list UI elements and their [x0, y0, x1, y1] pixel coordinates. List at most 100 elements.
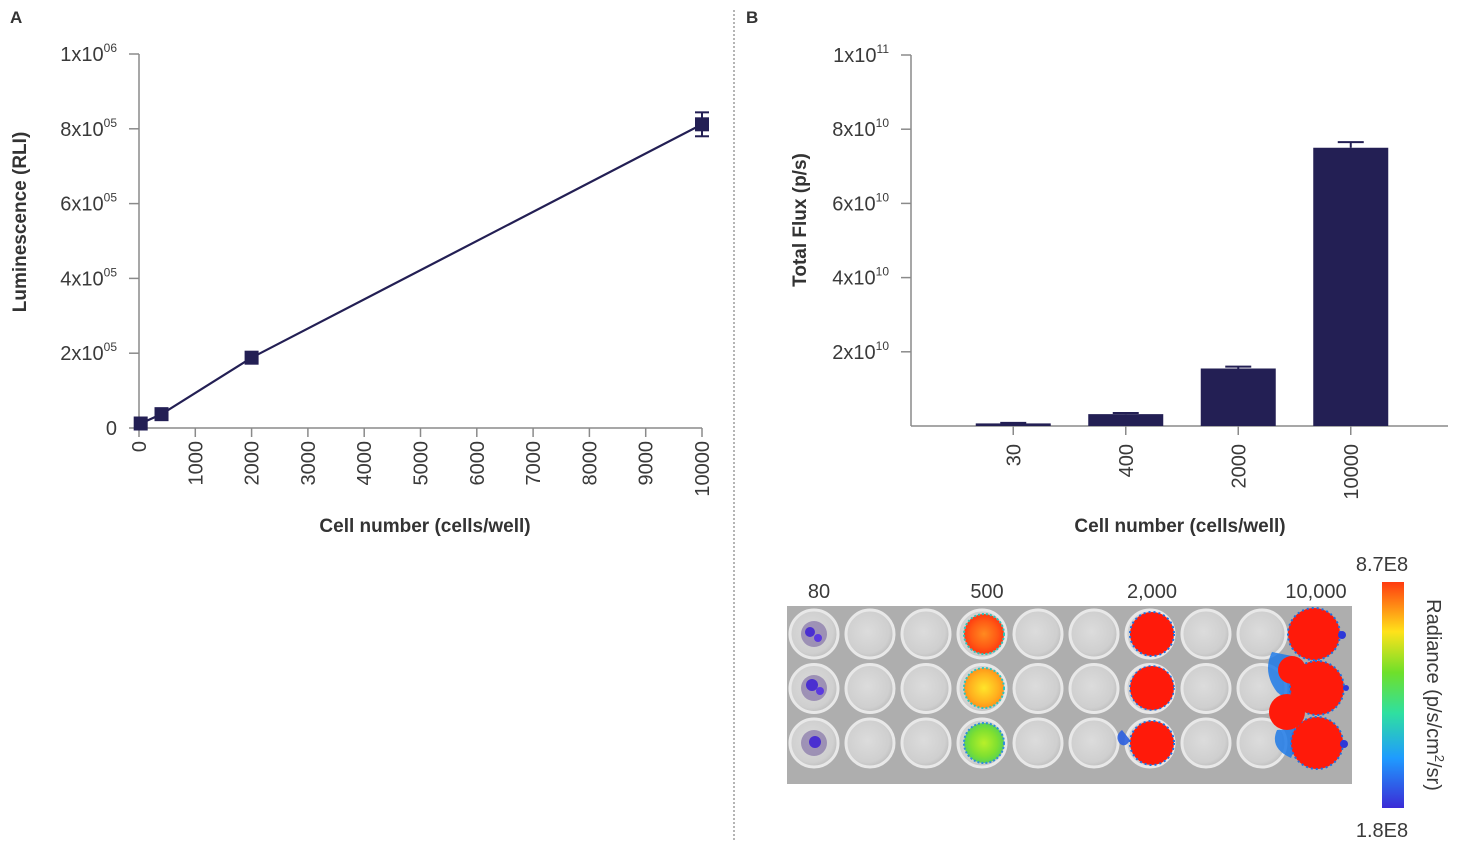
- plate-well: [1012, 663, 1064, 714]
- chart-a-x-tick-label: 9000: [636, 441, 658, 486]
- signal-500-row2: [963, 667, 1005, 709]
- chart-b-bar: [975, 423, 1051, 426]
- plate-well: [844, 608, 896, 660]
- chart-b-y-tick-base: 1x10: [833, 45, 876, 67]
- chart-b-y-tick-exp: 10: [876, 116, 890, 130]
- chart-a-y-tick-label: 2x1005: [60, 340, 117, 365]
- colorbar-min-label: 1.8E8: [1356, 820, 1408, 842]
- plate-well: [844, 663, 896, 714]
- colorbar-max-label: 8.7E8: [1356, 554, 1408, 576]
- chart-a-y-tick-label: 6x1005: [60, 191, 117, 216]
- chart-b-y-tick-base: 6x10: [832, 193, 875, 215]
- chart-a-marks: [133, 111, 709, 431]
- chart-a-y-tick-base: 6x10: [60, 194, 103, 216]
- chart-a-x-tick-label: 5000: [411, 441, 433, 486]
- signal-10000-cluster: [1268, 607, 1349, 770]
- plate-column-label-2000: 2,000: [1127, 581, 1177, 603]
- chart-b-error-bar: [1337, 141, 1364, 148]
- plate-well: [1180, 608, 1232, 660]
- signal-2000-row2: [1129, 665, 1175, 711]
- chart-a-y-tick-exp: 05: [104, 191, 118, 205]
- chart-b-y-axis-title: Total Flux (p/s): [790, 153, 811, 287]
- plate-signal-overlays: [801, 607, 1349, 770]
- chart-a-y-tick-exp: 05: [104, 265, 118, 279]
- chart-a-data-point: [695, 117, 709, 132]
- panel-divider: [733, 10, 735, 840]
- chart-b-y-tick-exp: 10: [876, 265, 890, 279]
- chart-b-error-bar: [1112, 412, 1139, 415]
- chart-b-y-tick-exp: 10: [876, 339, 890, 353]
- chart-a-x-tick-label: 6000: [467, 441, 489, 486]
- chart-b-x-tick-label: 30: [1003, 444, 1025, 466]
- chart-a-x-tick-label: 3000: [298, 441, 320, 486]
- signal-2000-row1: [1129, 611, 1175, 657]
- signal-blob-80-row2: [801, 675, 827, 701]
- signal-2000-row3: [1129, 720, 1175, 766]
- chart-b-y-tick-base: 8x10: [832, 119, 875, 141]
- chart-a-y-tick-label: 8x1005: [60, 116, 117, 141]
- chart-a-y-tick-base: 8x10: [60, 119, 103, 141]
- chart-a-x-tick-label: 4000: [354, 441, 376, 486]
- chart-b-marks: [975, 141, 1389, 426]
- chart-a-y-tick-exp: 06: [104, 41, 118, 55]
- chart-a-y-axis-title: Luminescence (RLI): [10, 132, 31, 313]
- signal-blob-80-row1: [801, 621, 827, 647]
- signal-blob-80-row3: [801, 730, 827, 756]
- chart-a-y-tick-base: 4x10: [60, 268, 103, 290]
- chart-b-y-tick-label: 4x1010: [832, 265, 889, 290]
- colorbar-title-sup: 2: [1432, 755, 1447, 762]
- chart-b-bar: [1088, 414, 1164, 426]
- panel-label-a: A: [10, 8, 23, 27]
- plate-well: [1180, 663, 1232, 714]
- plate-column-label-500: 500: [970, 581, 1003, 603]
- signal-500-row1: [963, 613, 1005, 655]
- chart-a-x-tick-label: 10000: [692, 441, 714, 497]
- chart-a-y-tick-label: 0: [106, 418, 117, 440]
- chart-a-y-tick-label: 4x1005: [60, 265, 117, 290]
- colorbar-title-end: /sr): [1422, 762, 1444, 791]
- chart-a-y-tick-base: 2x10: [60, 343, 103, 365]
- chart-a-y-tick-base: 0: [106, 418, 117, 440]
- chart-b-x-tick-label: 400: [1116, 444, 1138, 477]
- plate-well: [900, 608, 952, 660]
- plate-well: [900, 663, 952, 714]
- colorbar: [1382, 582, 1404, 808]
- chart-a-data-point: [154, 407, 169, 422]
- chart-a-y-tick-exp: 05: [104, 340, 118, 354]
- chart-b-x-axis-title: Cell number (cells/well): [1074, 516, 1285, 537]
- plate-well: [1012, 608, 1064, 660]
- chart-a-y-tick-exp: 05: [104, 116, 118, 130]
- chart-a-data-point: [133, 416, 148, 431]
- signal-2000-spill: [1117, 730, 1130, 746]
- chart-b-y-tick-base: 2x10: [832, 342, 875, 364]
- plate-column-label-10000: 10,000: [1285, 581, 1346, 603]
- plate-column-label-80: 80: [808, 581, 830, 603]
- plate-well: [1068, 717, 1120, 769]
- chart-a-y-tick-label: 1x1006: [60, 41, 117, 66]
- chart-a-x-tick-label: 8000: [579, 441, 601, 486]
- chart-a-x-tick-label: 7000: [523, 441, 545, 486]
- plate-well: [1012, 717, 1064, 769]
- chart-b-y-tick-exp: 10: [876, 190, 890, 204]
- chart-b-y-tick-label: 1x1011: [833, 42, 889, 67]
- chart-b-x-tick-label: 2000: [1228, 444, 1250, 489]
- plate-well: [900, 717, 952, 769]
- plate-well: [1068, 663, 1120, 714]
- chart-b-y-tick-label: 8x1010: [832, 116, 889, 141]
- chart-b-y-tick-label: 6x1010: [832, 190, 889, 215]
- plate-well: [844, 717, 896, 769]
- chart-b-error-bar: [1000, 421, 1027, 424]
- panel-label-b: B: [746, 8, 759, 27]
- chart-a-x-tick-label: 0: [129, 441, 151, 452]
- chart-b-y-tick-label: 2x1010: [832, 339, 889, 364]
- plate-well: [1236, 608, 1288, 660]
- plate-well: [1068, 608, 1120, 660]
- chart-a-y-tick-base: 1x10: [60, 44, 103, 66]
- chart-a-x-axis-title: Cell number (cells/well): [319, 516, 530, 537]
- chart-b-error-bar: [1225, 365, 1252, 369]
- chart-b-bar: [1313, 147, 1389, 426]
- chart-a-x-tick-label: 1000: [185, 441, 207, 486]
- chart-a-series-line: [140, 123, 703, 425]
